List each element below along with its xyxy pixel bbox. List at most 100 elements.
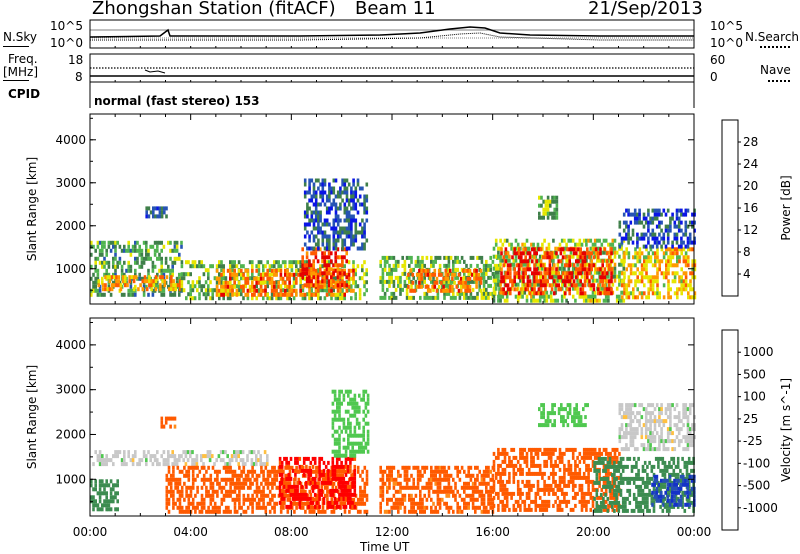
echo-cell	[308, 259, 311, 264]
echo-cell	[473, 272, 476, 277]
echo-region	[538, 195, 559, 220]
echo-cell	[185, 260, 188, 265]
echo-cell	[333, 464, 337, 469]
echo-cell	[333, 409, 337, 414]
echo-cell	[96, 491, 100, 496]
echo-cell	[350, 238, 353, 243]
echo-cell	[275, 469, 279, 474]
echo-cell	[676, 295, 679, 300]
echo-region	[278, 456, 357, 509]
echo-cell	[360, 397, 363, 402]
echo-cell	[691, 259, 694, 264]
echo-cell	[178, 279, 182, 284]
echo-cell	[327, 468, 330, 473]
echo-cell	[363, 284, 366, 289]
echo-cell	[592, 255, 596, 260]
echo-cell	[207, 276, 210, 281]
echo-cell	[158, 240, 161, 245]
echo-cell	[355, 421, 359, 426]
echo-cell	[547, 294, 551, 299]
echo-cell	[295, 280, 298, 285]
echo-cell	[666, 224, 670, 229]
echo-cell	[325, 284, 329, 289]
echo-cell	[326, 485, 329, 490]
echo-cell	[218, 469, 221, 474]
echo-cell	[147, 272, 150, 277]
echo-cell	[156, 256, 159, 261]
echo-cell	[289, 500, 293, 505]
echo-cell	[443, 291, 446, 296]
echo-cell	[333, 476, 337, 481]
echo-cell	[365, 210, 369, 215]
echo-cell	[207, 505, 210, 510]
echo-cell	[352, 238, 355, 243]
echo-cell	[443, 489, 446, 494]
echo-cell	[632, 287, 635, 292]
echo-cell	[107, 499, 111, 504]
echo-cell	[618, 298, 621, 303]
echo-cell	[255, 501, 259, 506]
echo-cell	[334, 178, 338, 183]
echo-cell	[412, 275, 415, 280]
echo-cell	[293, 501, 296, 506]
echo-cell	[167, 240, 170, 245]
echo-cell	[351, 492, 354, 497]
echo-cell	[511, 255, 514, 260]
echo-cell	[528, 251, 532, 256]
echo-cell	[110, 287, 114, 292]
echo-cell	[419, 259, 422, 264]
echo-cell	[138, 462, 141, 467]
echo-cell	[684, 251, 688, 256]
echo-cell	[607, 298, 610, 303]
echo-cell	[555, 199, 559, 204]
echo-cell	[394, 501, 398, 506]
echo-cell	[687, 259, 690, 264]
echo-cell	[506, 267, 510, 272]
echo-cell	[675, 236, 679, 241]
echo-cell	[689, 283, 692, 288]
echo-cell	[354, 296, 357, 301]
echo-cell	[608, 279, 611, 284]
echo-cell	[136, 462, 139, 467]
echo-cell	[615, 286, 619, 291]
echo-cell	[172, 469, 175, 474]
echo-cell	[430, 481, 433, 486]
echo-cell	[321, 190, 325, 195]
echo-cell	[364, 389, 368, 394]
echo-cell	[655, 212, 659, 217]
echo-cell	[349, 441, 352, 446]
echo-cell	[240, 264, 243, 269]
echo-cell	[361, 489, 364, 494]
echo-cell	[532, 242, 535, 247]
echo-cell	[334, 214, 338, 219]
echo-cell	[469, 255, 473, 260]
echo-cell	[503, 238, 507, 243]
echo-cell	[487, 267, 490, 272]
echo-cell	[238, 497, 241, 502]
echo-cell	[360, 449, 363, 454]
echo-cell	[339, 186, 342, 191]
echo-cell	[447, 473, 451, 478]
echo-cell	[207, 284, 210, 289]
echo-cell	[334, 194, 338, 199]
echo-cell	[445, 291, 448, 296]
echo-cell	[271, 505, 274, 510]
echo-cell	[246, 485, 250, 490]
echo-cell	[505, 294, 509, 299]
echo-cell	[249, 501, 252, 506]
echo-cell	[576, 242, 579, 247]
echo-cell	[165, 505, 169, 510]
echo-cell	[557, 259, 560, 264]
echo-cell	[533, 283, 536, 288]
echo-cell	[598, 270, 601, 275]
echo-cell	[544, 255, 547, 260]
echo-cell	[187, 280, 190, 285]
echo-cell	[105, 507, 108, 512]
echo-cell	[416, 485, 420, 490]
echo-cell	[336, 449, 339, 454]
echo-cell	[557, 275, 560, 280]
echo-cell	[260, 465, 263, 470]
echo-cell	[309, 480, 313, 485]
echo-cell	[445, 255, 448, 260]
echo-cell	[645, 255, 648, 260]
